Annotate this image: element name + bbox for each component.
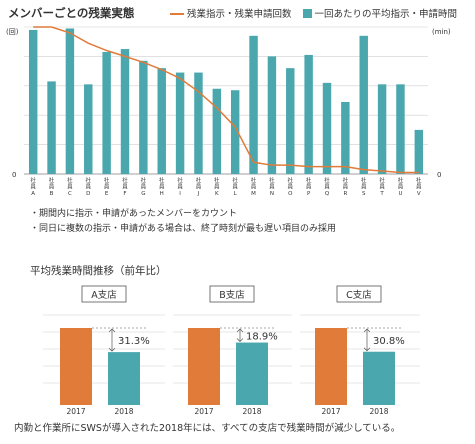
legend-line-swatch — [170, 12, 184, 15]
year-label-2017-0: 2017 — [66, 407, 85, 415]
bar-社員F — [120, 49, 130, 174]
left-axis-zero: 0 — [12, 171, 16, 179]
category-label-社員G: 社員 G — [141, 176, 147, 197]
category-label-社員U: 社員 U — [398, 176, 404, 197]
legend-line-label: 残業指示・残業申請回数 — [187, 9, 292, 20]
bar-社員J — [194, 72, 203, 174]
store-label-box-0 — [81, 285, 127, 303]
note-2: ・同日に複数の指示・申請がある場合は、終了時刻が最も遅い項目のみ採用 — [30, 224, 337, 234]
bar-社員E — [102, 51, 111, 174]
store-label-box-2 — [336, 285, 382, 303]
bar-社員A — [28, 29, 38, 174]
legend: 残業指示・残業申請回数 一回あたりの平均指示・申請時間 — [170, 6, 457, 20]
bar-2017-2 — [315, 328, 347, 405]
change-label-2: 30.8% — [373, 336, 405, 347]
note-1: ・期間内に指示・申請があったメンバーをカウント — [30, 209, 238, 219]
bar-社員T — [377, 84, 387, 174]
arrow-head-bottom-2 — [363, 347, 371, 352]
arrow-head-bottom-1 — [236, 338, 244, 343]
category-label-社員H: 社員 H — [159, 176, 165, 197]
category-label-社員V: 社員 V — [416, 176, 422, 197]
category-label-社員D: 社員 D — [86, 176, 92, 197]
category-label-社員L: 社員 L — [232, 176, 238, 197]
store-label-0: A支店 — [91, 289, 117, 301]
category-label-社員A: 社員 A — [30, 176, 36, 197]
store-label-1: B支店 — [219, 289, 245, 301]
subtitle: 平均残業時間推移（前年比） — [30, 265, 167, 277]
category-label-社員M: 社員 M — [251, 176, 257, 197]
bar-社員C — [65, 28, 75, 174]
bar-社員V — [414, 129, 424, 174]
year-label-2018-2: 2018 — [369, 407, 388, 415]
arrow-head-top-0 — [108, 328, 116, 333]
bar-社員P — [304, 54, 313, 174]
arrow-head-top-2 — [363, 328, 371, 333]
bar-社員O — [286, 68, 295, 174]
bar-社員Q — [322, 82, 332, 174]
category-label-社員R: 社員 R — [343, 176, 349, 197]
year-label-2018-0: 2018 — [114, 407, 133, 415]
year-label-2017-2: 2017 — [321, 407, 340, 415]
chart-title: メンバーごとの残業実態 — [8, 6, 135, 20]
footer-text: 内勤と作業所にSWSが導入された2018年には、すべての支店で残業時間が減少して… — [14, 423, 401, 434]
year-label-2017-1: 2017 — [194, 407, 213, 415]
change-label-1: 18.9% — [246, 331, 278, 342]
bar-2018-2 — [363, 351, 395, 405]
left-axis-unit: (回) — [6, 28, 19, 36]
bar-2018-1 — [236, 342, 268, 405]
bar-社員I — [175, 72, 185, 174]
category-label-社員B: 社員 B — [49, 176, 55, 197]
bar-社員D — [84, 84, 93, 174]
category-label-社員C: 社員 C — [67, 176, 73, 197]
category-label-社員O: 社員 O — [288, 176, 294, 197]
bar-社員U — [396, 84, 405, 174]
category-label-社員Q: 社員 Q — [324, 176, 330, 197]
bar-2017-1 — [188, 328, 220, 405]
store-label-2: C支店 — [346, 289, 372, 301]
bar-社員K — [212, 88, 222, 174]
bar-社員M — [249, 35, 258, 174]
count-line — [33, 26, 419, 174]
category-label-社員T: 社員 T — [379, 176, 385, 197]
category-label-社員N: 社員 N — [269, 176, 275, 197]
year-label-2018-1: 2018 — [242, 407, 261, 415]
category-label-社員I: 社員 I — [177, 176, 183, 197]
bar-社員S — [359, 35, 368, 174]
category-label-社員F: 社員 F — [122, 176, 128, 197]
legend-bar-swatch — [302, 9, 312, 18]
right-axis-zero: 0 — [437, 171, 441, 179]
legend-bar-label: 一回あたりの平均指示・申請時間 — [314, 9, 458, 20]
bar-2018-0 — [108, 352, 140, 405]
category-label-社員P: 社員 P — [306, 176, 312, 197]
member-overtime-chart: (回) (min) 0 0 社員 A 社員 B 社員 C 社員 D 社員 E 社員 F 社員 G 社員 H 社員 I 社員 J… — [6, 26, 451, 197]
bar-社員N — [267, 56, 277, 174]
change-label-0: 31.3% — [118, 336, 150, 347]
bar-社員H — [157, 68, 166, 174]
store-label-box-1 — [209, 285, 255, 303]
right-axis-unit: (min) — [432, 28, 451, 36]
bar-社員R — [341, 101, 350, 174]
category-label-社員J: 社員 J — [196, 176, 202, 197]
arrow-head-top-1 — [236, 328, 244, 333]
bar-社員L — [230, 90, 240, 174]
bar-社員B — [47, 81, 56, 174]
arrow-head-bottom-0 — [108, 347, 116, 352]
category-label-社員E: 社員 E — [104, 176, 110, 197]
bar-社員G — [139, 60, 148, 175]
bar-2017-0 — [60, 328, 92, 405]
category-label-社員K: 社員 K — [214, 176, 220, 197]
category-label-社員S: 社員 S — [361, 176, 367, 197]
yoy-overtime-chart: A支店 31.3% 2017 2018 B支店 18.9% 2017 2018 C支店 30.8%… — [43, 285, 420, 415]
